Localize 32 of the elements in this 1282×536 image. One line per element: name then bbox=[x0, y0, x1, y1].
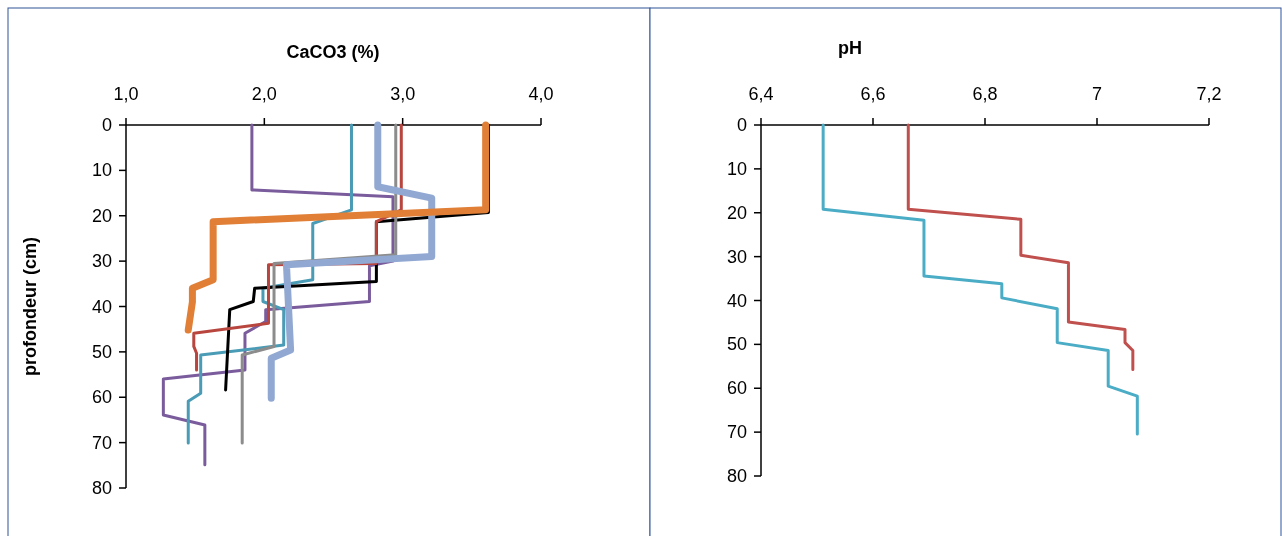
y-tick-label: 50 bbox=[726, 334, 747, 355]
y-tick-label: 30 bbox=[726, 246, 747, 267]
y-tick-label: 30 bbox=[91, 251, 112, 272]
x-tick-label: 2,0 bbox=[251, 84, 277, 104]
x-tick-label: 6,8 bbox=[972, 84, 998, 104]
y-tick-label: 60 bbox=[91, 387, 112, 408]
y-tick-label: 0 bbox=[101, 115, 112, 135]
x-tick-label: 6,4 bbox=[748, 84, 774, 104]
y-tick-label: 50 bbox=[91, 341, 112, 362]
y-tick-label: 80 bbox=[726, 466, 747, 486]
x-tick-label: 7,2 bbox=[1196, 84, 1222, 104]
x-axis-title: CaCO3 (%) bbox=[286, 42, 380, 62]
y-tick-label: 0 bbox=[736, 115, 747, 135]
line-series bbox=[821, 123, 1139, 436]
x-tick-label: 6,6 bbox=[860, 84, 886, 104]
y-tick-label: 40 bbox=[726, 290, 747, 311]
x-tick-label: 1,0 bbox=[113, 84, 139, 104]
x-tick-label: 7 bbox=[1091, 84, 1103, 104]
x-tick-label: 4,0 bbox=[528, 84, 554, 104]
y-tick-label: 10 bbox=[91, 160, 112, 181]
y-tick-label: 70 bbox=[91, 432, 112, 453]
line-series bbox=[906, 123, 1135, 371]
y-tick-label: 70 bbox=[726, 422, 747, 443]
y-tick-label: 40 bbox=[91, 296, 112, 317]
y-tick-label: 10 bbox=[726, 158, 747, 179]
x-tick-label: 3,0 bbox=[390, 84, 416, 104]
x-axis-title: pH bbox=[838, 38, 862, 58]
y-tick-label: 60 bbox=[726, 378, 747, 399]
y-tick-label: 80 bbox=[91, 478, 112, 498]
y-axis-title: profondeur (cm) bbox=[20, 237, 40, 376]
y-tick-label: 20 bbox=[726, 202, 747, 223]
y-tick-label: 20 bbox=[91, 205, 112, 226]
